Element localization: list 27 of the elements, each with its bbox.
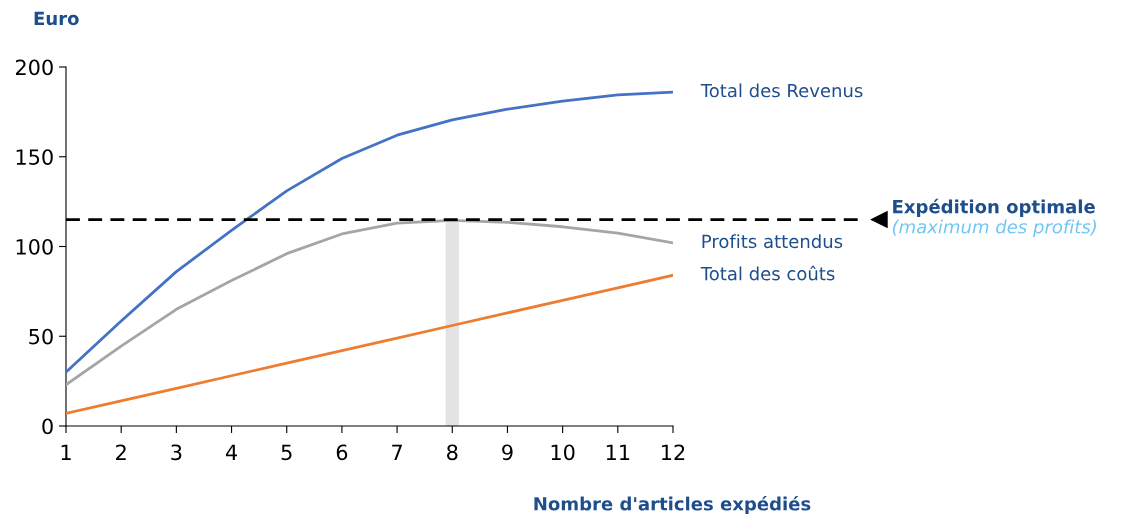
x-tick-label: 9 <box>502 444 513 461</box>
series-label: Profits attendus <box>702 234 843 249</box>
y-tick-label: 100 <box>16 238 53 255</box>
x-tick-label: 8 <box>447 444 458 461</box>
x-tick-label: 11 <box>606 444 630 460</box>
x-tick-label: 3 <box>171 444 182 461</box>
series-label: Total des Revenus <box>700 83 863 98</box>
x-tick-label: 1 <box>61 444 71 460</box>
x-tick-label: 12 <box>662 444 685 460</box>
line-series <box>66 273 673 415</box>
x-tick-label: 2 <box>116 444 126 460</box>
x-tick-label: 10 <box>551 444 575 461</box>
series-label: Total des coûts <box>700 265 835 281</box>
y-tick-label: 150 <box>16 149 53 165</box>
y-axis-title: Euro <box>34 11 79 26</box>
line-series <box>66 90 673 374</box>
y-tick-label: 200 <box>15 59 53 76</box>
x-tick-label: 7 <box>392 444 402 460</box>
x-tick-label: 4 <box>225 444 237 460</box>
ref-line-label: Expédition optimale <box>893 198 1095 217</box>
line-series <box>66 219 673 387</box>
y-tick-label: 50 <box>29 328 53 345</box>
text: (maximum des profits) <box>892 219 1096 238</box>
y-tick-label: 0 <box>42 418 53 435</box>
x-axis-title: Nombre d'articles expédiés <box>534 495 811 515</box>
x-tick-label: 6 <box>336 444 348 461</box>
x-tick-label: 5 <box>281 444 292 461</box>
